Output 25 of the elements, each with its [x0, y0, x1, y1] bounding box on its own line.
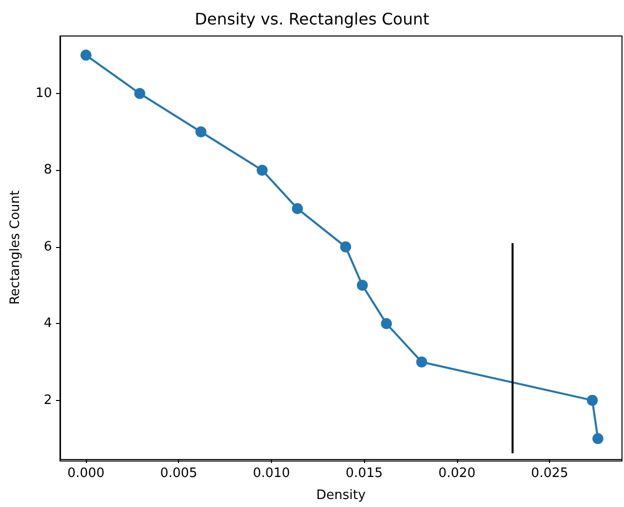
y-tick-label: 10: [35, 86, 52, 102]
point: [586, 394, 598, 406]
point: [195, 126, 206, 138]
y-tick-label: 4: [44, 316, 52, 332]
x-tick-label: 0.015: [346, 466, 383, 481]
y-axis-title: Rectangles Count: [8, 190, 23, 305]
x-tick-label: 0.000: [67, 466, 105, 481]
point: [592, 433, 604, 444]
x-tick-label: 0.025: [531, 466, 568, 481]
point: [80, 50, 92, 61]
point: [356, 280, 368, 291]
x-tick-label: 0.020: [438, 466, 476, 481]
y-tick-label: 6: [44, 239, 52, 254]
point: [134, 88, 146, 100]
point: [256, 164, 268, 176]
chart-title: Density vs. Rectangles Count: [194, 10, 430, 28]
y-tick-label: 2: [44, 392, 52, 408]
point: [292, 203, 303, 214]
x-tick-label: 0.005: [160, 466, 198, 481]
point: [340, 241, 352, 252]
point: [380, 318, 392, 330]
x-axis-title: Density: [316, 488, 366, 503]
x-tick-label: 0.010: [252, 466, 290, 481]
point: [416, 356, 428, 368]
y-tick-label: 8: [44, 162, 52, 178]
